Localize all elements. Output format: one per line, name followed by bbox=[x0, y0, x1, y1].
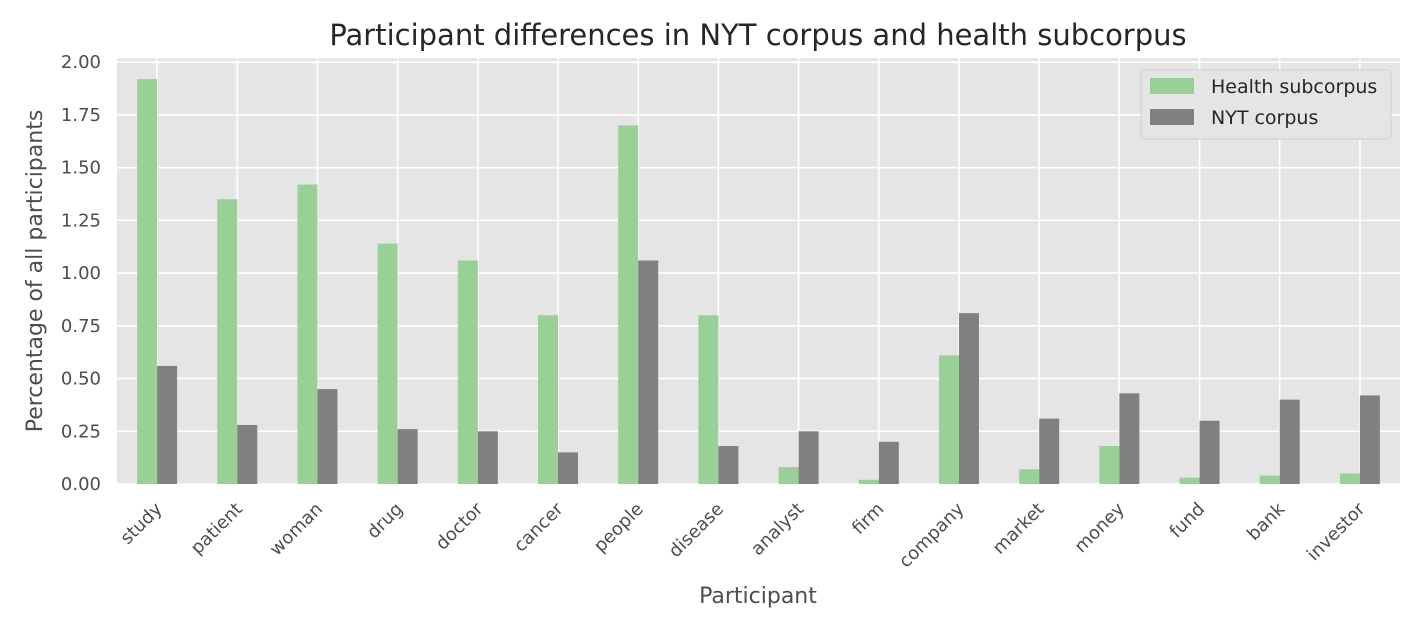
bar-health-subcorpus-analyst bbox=[778, 467, 799, 484]
y-tick-label: 0.00 bbox=[61, 474, 101, 495]
bar-health-subcorpus-investor bbox=[1339, 473, 1360, 484]
y-tick-label: 0.50 bbox=[61, 369, 101, 390]
bar-nyt-corpus-drug bbox=[397, 429, 418, 484]
bar-health-subcorpus-cancer bbox=[538, 315, 559, 484]
bar-health-subcorpus-study bbox=[137, 79, 158, 484]
legend-swatch bbox=[1150, 109, 1194, 125]
x-tick-label: firm bbox=[848, 499, 888, 539]
x-tick-label: bank bbox=[1243, 498, 1290, 545]
bar-nyt-corpus-market bbox=[1039, 418, 1060, 484]
x-tick-label: woman bbox=[266, 499, 327, 560]
bar-nyt-corpus-company bbox=[958, 313, 979, 484]
bar-health-subcorpus-disease bbox=[698, 315, 719, 484]
legend-label: Health subcorpus bbox=[1211, 76, 1377, 98]
bar-nyt-corpus-money bbox=[1119, 393, 1140, 484]
legend-label: NYT corpus bbox=[1211, 107, 1318, 129]
bar-health-subcorpus-patient bbox=[217, 199, 238, 484]
y-tick-label: 1.75 bbox=[61, 105, 101, 126]
x-tick-label: cancer bbox=[510, 498, 568, 556]
x-tick-label: drug bbox=[363, 499, 407, 543]
bar-health-subcorpus-fund bbox=[1179, 477, 1200, 484]
x-tick-label: study bbox=[116, 498, 166, 548]
bar-health-subcorpus-woman bbox=[297, 184, 318, 484]
x-axis-label: Participant bbox=[699, 584, 817, 609]
bar-nyt-corpus-study bbox=[157, 365, 178, 484]
y-axis-label: Percentage of all participants bbox=[23, 110, 48, 433]
x-tick-label: fund bbox=[1166, 499, 1210, 543]
bar-nyt-corpus-investor bbox=[1359, 395, 1380, 484]
legend: Health subcorpus NYT corpus bbox=[1140, 69, 1392, 140]
bars bbox=[137, 79, 1380, 485]
bar-health-subcorpus-company bbox=[938, 355, 959, 484]
x-tick-label: patient bbox=[187, 499, 247, 559]
bar-health-subcorpus-doctor bbox=[457, 260, 478, 484]
bar-nyt-corpus-woman bbox=[317, 389, 338, 484]
bar-nyt-corpus-analyst bbox=[798, 431, 819, 484]
bar-nyt-corpus-fund bbox=[1199, 420, 1220, 484]
legend-box bbox=[1140, 69, 1392, 140]
bar-nyt-corpus-patient bbox=[237, 424, 258, 484]
x-tick-label: disease bbox=[665, 499, 728, 562]
bar-health-subcorpus-bank bbox=[1259, 475, 1280, 484]
x-tick-label: doctor bbox=[432, 498, 488, 554]
x-axis-ticks: study patient woman drug doctor cancer people d… bbox=[116, 498, 1369, 572]
y-tick-label: 1.50 bbox=[61, 158, 101, 179]
bar-nyt-corpus-cancer bbox=[558, 452, 579, 484]
bar-nyt-corpus-people bbox=[638, 260, 659, 484]
bar-health-subcorpus-people bbox=[618, 125, 639, 485]
chart-title: Participant differences in NYT corpus an… bbox=[329, 18, 1186, 52]
bar-nyt-corpus-firm bbox=[878, 441, 899, 484]
x-tick-label: investor bbox=[1303, 498, 1370, 565]
y-tick-label: 1.25 bbox=[61, 210, 101, 231]
x-tick-label: market bbox=[989, 499, 1049, 559]
bar-nyt-corpus-disease bbox=[718, 446, 739, 484]
x-tick-label: analyst bbox=[747, 499, 808, 560]
y-tick-label: 2.00 bbox=[61, 52, 101, 73]
legend-swatch bbox=[1150, 78, 1194, 94]
x-tick-label: people bbox=[590, 499, 648, 557]
bar-health-subcorpus-drug bbox=[377, 243, 398, 484]
y-axis-ticks: 0.00 0.25 0.50 0.75 1.00 1.25 1.50 1.75 2.00 bbox=[61, 52, 101, 495]
bar-health-subcorpus-firm bbox=[858, 479, 879, 484]
bar-nyt-corpus-bank bbox=[1279, 399, 1300, 484]
x-tick-label: money bbox=[1070, 498, 1129, 557]
x-tick-label: company bbox=[895, 498, 969, 572]
y-tick-label: 1.00 bbox=[61, 263, 101, 284]
y-tick-label: 0.75 bbox=[61, 316, 101, 337]
bar-nyt-corpus-doctor bbox=[477, 431, 498, 484]
bar-health-subcorpus-money bbox=[1099, 446, 1120, 484]
y-tick-label: 0.25 bbox=[61, 421, 101, 442]
bar-health-subcorpus-market bbox=[1019, 469, 1040, 484]
